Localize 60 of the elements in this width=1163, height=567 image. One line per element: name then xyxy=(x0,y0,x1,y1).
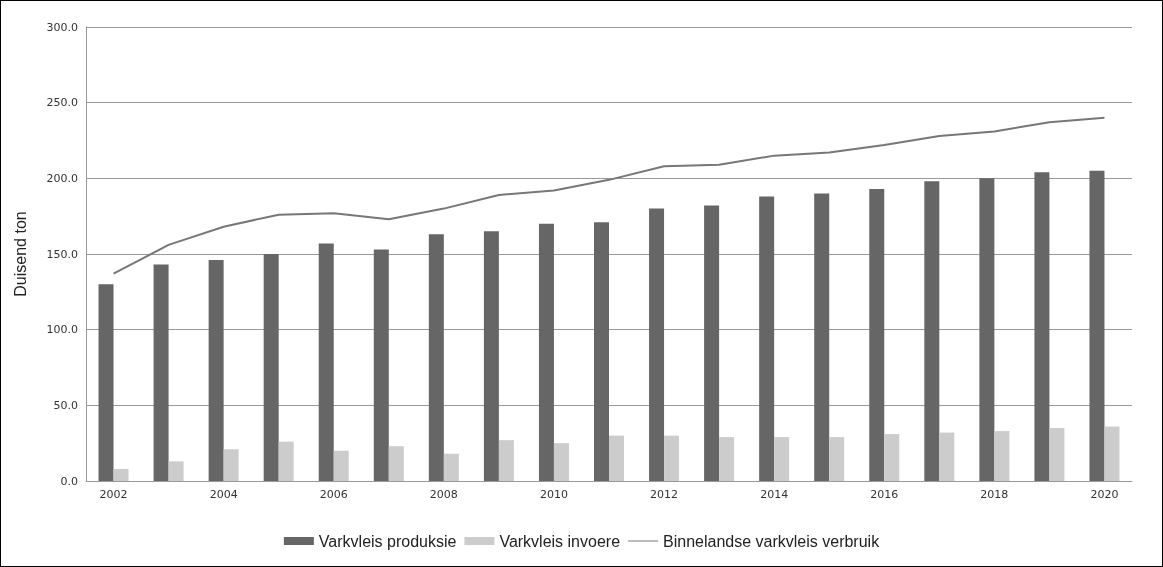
bar xyxy=(168,461,184,481)
bar xyxy=(278,441,294,481)
x-tick-label: 2008 xyxy=(429,488,458,501)
bar xyxy=(443,453,459,481)
bar xyxy=(774,437,790,481)
bar xyxy=(98,284,114,481)
x-tick-label: 2020 xyxy=(1090,488,1119,501)
line-series xyxy=(112,116,1106,275)
x-tick-label: 2002 xyxy=(99,488,128,501)
bar xyxy=(498,440,514,481)
bar xyxy=(553,443,569,481)
y-tick-label: 150.0 xyxy=(46,247,78,261)
bar xyxy=(664,435,680,481)
bar xyxy=(924,181,940,481)
x-tick-label: 2016 xyxy=(870,488,899,501)
y-tick-label: 300.0 xyxy=(46,20,78,34)
bar xyxy=(704,205,720,481)
bar xyxy=(483,231,499,481)
x-tick-label: 2018 xyxy=(980,488,1009,501)
bar xyxy=(609,435,624,481)
x-tick-label: 2010 xyxy=(539,488,568,501)
bar xyxy=(153,264,169,481)
bar xyxy=(388,446,404,481)
y-axis-title: Duisend ton xyxy=(11,211,29,297)
legend-label: Varkvleis invoere xyxy=(499,532,621,550)
x-tick-label: 2004 xyxy=(209,488,238,501)
y-tick-label: 0.0 xyxy=(60,474,78,488)
y-tick-label: 50.0 xyxy=(53,398,78,412)
bar xyxy=(594,222,609,481)
x-tick-label: 2012 xyxy=(650,488,679,501)
bar xyxy=(428,234,444,481)
y-tick-label: 200.0 xyxy=(46,171,78,185)
bar xyxy=(263,254,279,481)
bar xyxy=(333,450,349,481)
bar xyxy=(223,449,239,481)
bar xyxy=(719,437,735,481)
bar xyxy=(759,196,775,481)
bar xyxy=(1104,426,1120,481)
bar xyxy=(884,434,900,481)
bar xyxy=(1089,170,1105,481)
bar xyxy=(208,260,224,481)
bar xyxy=(1049,428,1065,481)
bar xyxy=(318,243,334,481)
bar xyxy=(994,431,1010,481)
bar xyxy=(373,249,389,481)
legend-label: Binnelandse varkvleis verbruik xyxy=(663,532,881,550)
bar xyxy=(538,223,554,481)
bar xyxy=(113,468,129,481)
bar xyxy=(869,188,885,481)
bar xyxy=(649,208,665,481)
y-tick-label: 100.0 xyxy=(46,323,78,337)
x-tick-label: 2006 xyxy=(319,488,348,501)
bar xyxy=(1034,172,1050,481)
y-tick-label: 250.0 xyxy=(46,96,78,110)
legend-label: Varkvleis produksie xyxy=(318,532,457,550)
bar xyxy=(829,437,845,481)
x-tick-label: 2014 xyxy=(760,488,789,501)
bar xyxy=(979,178,995,481)
bar xyxy=(939,432,955,481)
bar xyxy=(814,193,830,481)
